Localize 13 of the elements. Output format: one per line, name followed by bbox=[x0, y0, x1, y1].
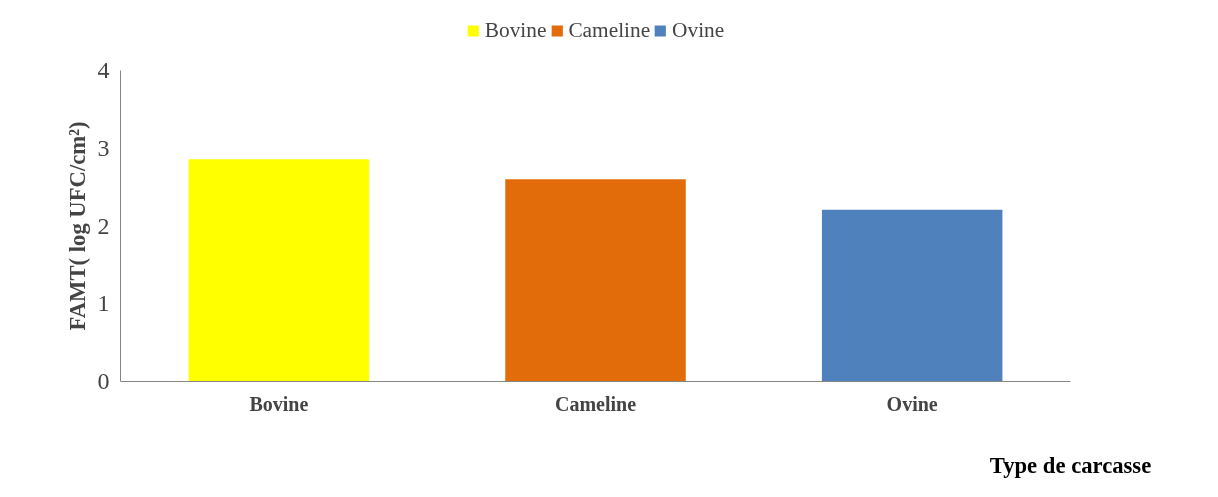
y-tick-label: 0 bbox=[97, 368, 110, 394]
x-tick-label: Ovine bbox=[886, 392, 938, 415]
x-tick-label: Bovine bbox=[249, 392, 309, 415]
x-axis-title: Type de carcasse bbox=[989, 452, 1152, 478]
y-tick-label: 2 bbox=[97, 212, 110, 239]
legend-label: Bovine bbox=[484, 17, 547, 43]
y-tick-label: 1 bbox=[97, 290, 110, 317]
y-axis-title: FAMT( log UFC/cm²) bbox=[64, 121, 90, 331]
x-tick-label: Cameline bbox=[554, 392, 637, 415]
y-tick-label: 3 bbox=[97, 134, 110, 161]
y-tick-label: 4 bbox=[97, 57, 110, 83]
legend-label: Cameline bbox=[568, 17, 651, 43]
legend-label: Ovine bbox=[672, 17, 725, 43]
